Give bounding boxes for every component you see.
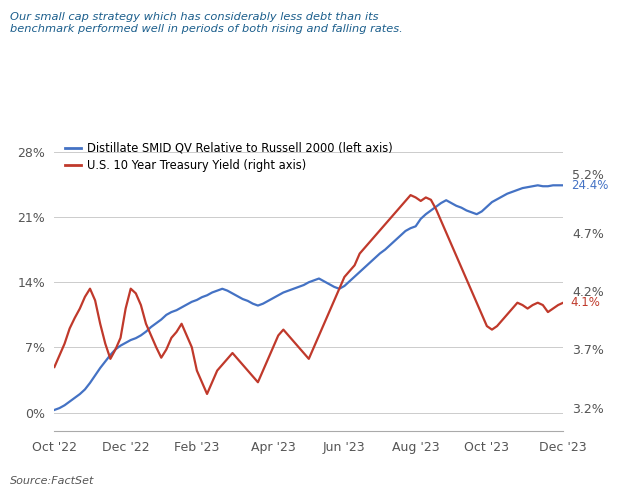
- Text: Source:FactSet: Source:FactSet: [10, 476, 94, 486]
- Text: Our small cap strategy which has considerably less debt than its
benchmark perfo: Our small cap strategy which has conside…: [10, 12, 403, 34]
- Text: 4.1%: 4.1%: [571, 296, 601, 309]
- Text: Quality & Value Strategy vs. Interest Rates: Quality & Value Strategy vs. Interest Ra…: [102, 102, 538, 119]
- Text: Figure 11:  Relative Performance of Distillate’s Small: Figure 11: Relative Performance of Disti…: [51, 72, 589, 90]
- Text: 24.4%: 24.4%: [571, 179, 608, 192]
- Legend: Distillate SMID QV Relative to Russell 2000 (left axis), U.S. 10 Year Treasury Y: Distillate SMID QV Relative to Russell 2…: [65, 142, 393, 172]
